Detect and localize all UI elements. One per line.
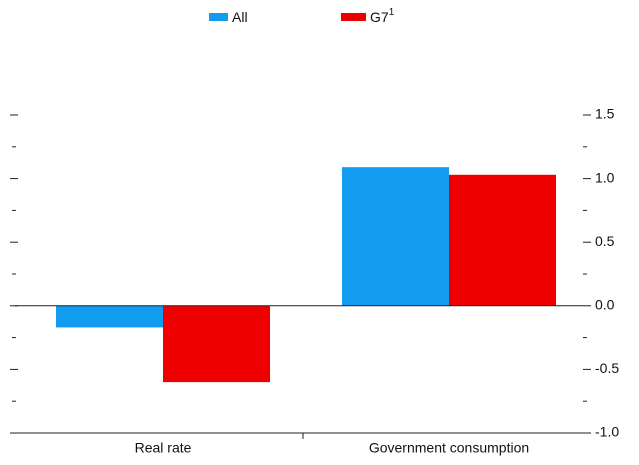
legend-name: G7 xyxy=(370,9,389,25)
y-tick-label: -1.0 xyxy=(595,424,619,440)
x-tick-label: Government consumption xyxy=(369,440,529,456)
legend-name: All xyxy=(232,9,248,25)
bar xyxy=(342,167,449,306)
y-tick-label: 1.0 xyxy=(595,169,615,185)
bar xyxy=(56,305,163,328)
y-tick-label: 0.0 xyxy=(595,297,615,313)
y-tick-label: 0.5 xyxy=(595,233,615,249)
legend-superscript: 1 xyxy=(389,7,395,18)
legend-label: G71 xyxy=(370,7,395,25)
bar xyxy=(449,174,556,306)
bar xyxy=(163,305,270,383)
legend-label: All xyxy=(232,9,248,25)
legend-swatch xyxy=(209,13,228,21)
legend-swatch xyxy=(341,13,366,21)
y-tick-label: 1.5 xyxy=(595,106,615,122)
x-tick-label: Real rate xyxy=(135,440,192,456)
y-tick-label: -0.5 xyxy=(595,360,619,376)
